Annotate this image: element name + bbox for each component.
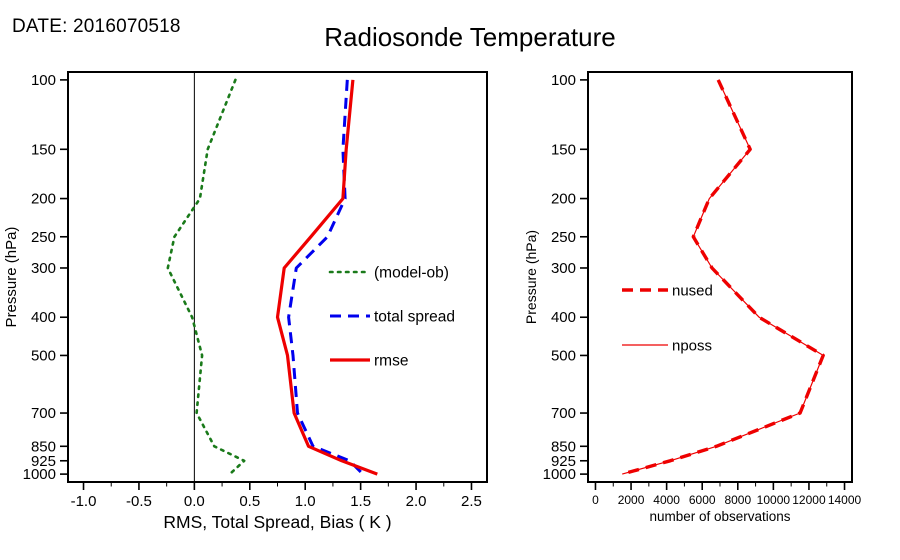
x-axis-title: RMS, Total Spread, Bias ( K ) [163, 512, 391, 532]
x-tick-label: 0.5 [239, 493, 260, 510]
y-tick-label: 250 [551, 229, 576, 246]
y-tick-label: 850 [551, 438, 576, 455]
x-tick-label: 6000 [689, 493, 716, 507]
y-tick-label: 150 [551, 141, 576, 158]
x-tick-label: 0.0 [184, 493, 205, 510]
x-tick-label: -1.0 [71, 493, 97, 510]
series-nposs [622, 79, 824, 475]
y-tick-label: 925 [551, 453, 576, 470]
figure-title: Radiosonde Temperature [324, 22, 616, 52]
y-tick-label: 250 [31, 229, 56, 246]
date-label: DATE: 2016070518 [12, 16, 181, 37]
y-tick-label: 1000 [543, 466, 576, 483]
y-tick-label: 100 [31, 72, 56, 89]
x-tick-label: 12000 [792, 493, 826, 507]
y-tick-label: 400 [31, 309, 56, 326]
y-tick-label: 1000 [23, 466, 56, 483]
legend-label-total-spread: total spread [374, 309, 455, 326]
y-tick-label: 150 [31, 141, 56, 158]
x-tick-label: 2.5 [461, 493, 482, 510]
x-axis-title: number of observations [649, 509, 790, 524]
x-tick-label: 0 [592, 493, 599, 507]
y-tick-label: 850 [31, 438, 56, 455]
y-tick-label: 700 [551, 405, 576, 422]
x-tick-label: 8000 [724, 493, 751, 507]
y-tick-label: 200 [31, 191, 56, 208]
y-tick-label: 300 [551, 260, 576, 277]
y-tick-label: 100 [551, 72, 576, 89]
x-tick-label: 1.0 [295, 493, 316, 510]
series-rmse [275, 79, 378, 476]
legend-label-model-ob: (model-ob) [374, 265, 449, 282]
x-tick-label: 14000 [828, 493, 862, 507]
y-axis-title: Pressure (hPa) [3, 227, 20, 328]
series-total-spread [287, 79, 364, 476]
y-tick-label: 700 [31, 405, 56, 422]
x-tick-label: 4000 [653, 493, 680, 507]
series-model-ob [166, 78, 246, 476]
legend-label-nused: nused [672, 283, 713, 300]
x-tick-label: 10000 [757, 493, 791, 507]
y-tick-label: 925 [31, 453, 56, 470]
y-tick-label: 500 [551, 347, 576, 364]
y-tick-label: 300 [31, 260, 56, 277]
legend-label-rmse: rmse [374, 353, 408, 370]
legend-label-nposs: nposs [672, 338, 712, 355]
x-tick-label: 2.0 [406, 493, 427, 510]
y-tick-label: 400 [551, 309, 576, 326]
x-tick-label: 2000 [618, 493, 645, 507]
y-tick-label: 500 [31, 347, 56, 364]
x-tick-label: 1.5 [350, 493, 371, 510]
series-nused [621, 79, 825, 476]
y-tick-label: 200 [551, 191, 576, 208]
y-axis-title: Pressure (hPa) [523, 230, 539, 324]
x-tick-label: -0.5 [126, 493, 152, 510]
